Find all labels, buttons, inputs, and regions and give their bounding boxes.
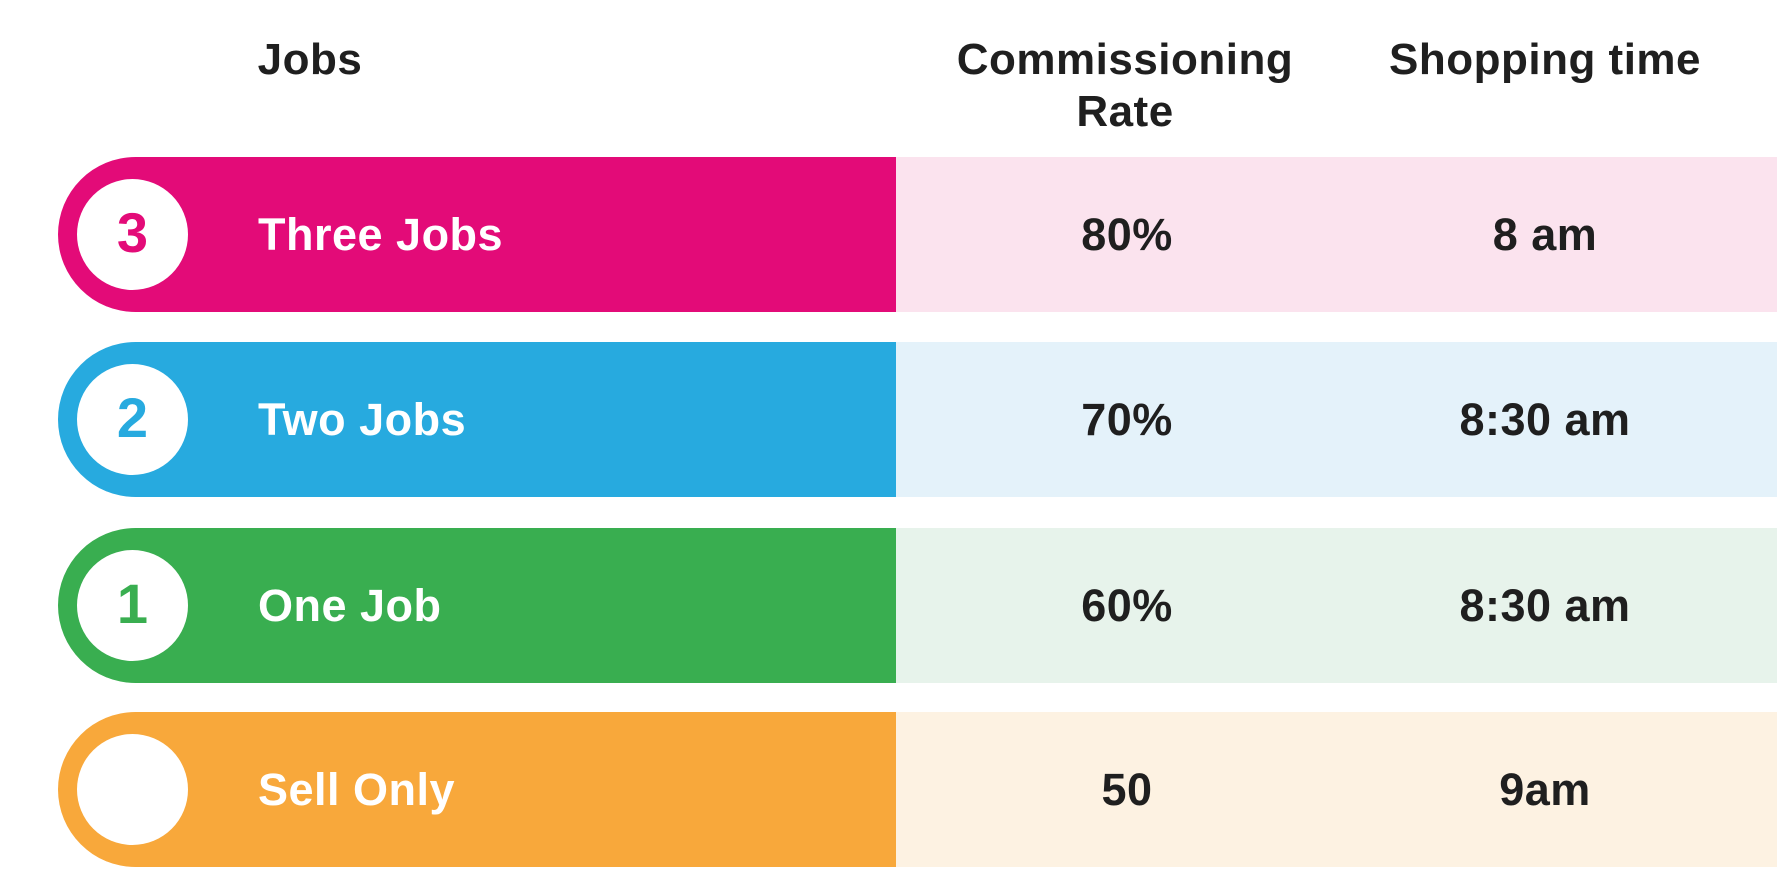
row-number: 3 <box>116 200 149 264</box>
shopping-time-value: 9am <box>1499 763 1591 815</box>
table-row-three-jobs: 3 Three Jobs 80% 8 am <box>0 157 1790 312</box>
commissioning-rate-value: 60% <box>1081 579 1173 631</box>
row-label: Sell Only <box>258 763 456 815</box>
column-header-shopping-time: Shopping time <box>1388 35 1702 84</box>
row-bar: 2 Two Jobs <box>58 342 896 497</box>
shopping-time-value: 8:30 am <box>1459 579 1631 631</box>
row-number-badge: 1 <box>77 550 188 661</box>
row-label: Three Jobs <box>258 208 504 260</box>
row-tint-panel: 60% 8:30 am <box>896 528 1777 683</box>
row-tint-panel: 70% 8:30 am <box>896 342 1777 497</box>
row-number-badge-empty <box>77 734 188 845</box>
shopping-time-value: 8 am <box>1492 208 1598 260</box>
commissioning-rate-value: 50 <box>1101 763 1153 815</box>
commissioning-rate-value: 80% <box>1081 208 1173 260</box>
table-row-one-job: 1 One Job 60% 8:30 am <box>0 528 1790 683</box>
table-row-sell-only: Sell Only 50 9am <box>0 712 1790 867</box>
shopping-time-value: 8:30 am <box>1459 393 1631 445</box>
row-bar: Sell Only <box>58 712 896 867</box>
row-tint-panel: 50 9am <box>896 712 1777 867</box>
row-bar: 3 Three Jobs <box>58 157 896 312</box>
row-number-badge: 2 <box>77 364 188 475</box>
row-label: One Job <box>258 579 442 631</box>
row-number: 1 <box>116 571 149 635</box>
row-tint-panel: 80% 8 am <box>896 157 1777 312</box>
row-bar: 1 One Job <box>58 528 896 683</box>
row-label: Two Jobs <box>258 393 467 445</box>
row-number-badge: 3 <box>77 179 188 290</box>
commissioning-rate-value: 70% <box>1081 393 1173 445</box>
column-header-jobs: Jobs <box>257 35 363 84</box>
table-row-two-jobs: 2 Two Jobs 70% 8:30 am <box>0 342 1790 497</box>
column-header-commissioning-rate: Commissioning Rate <box>956 35 1294 136</box>
row-number: 2 <box>116 385 149 449</box>
